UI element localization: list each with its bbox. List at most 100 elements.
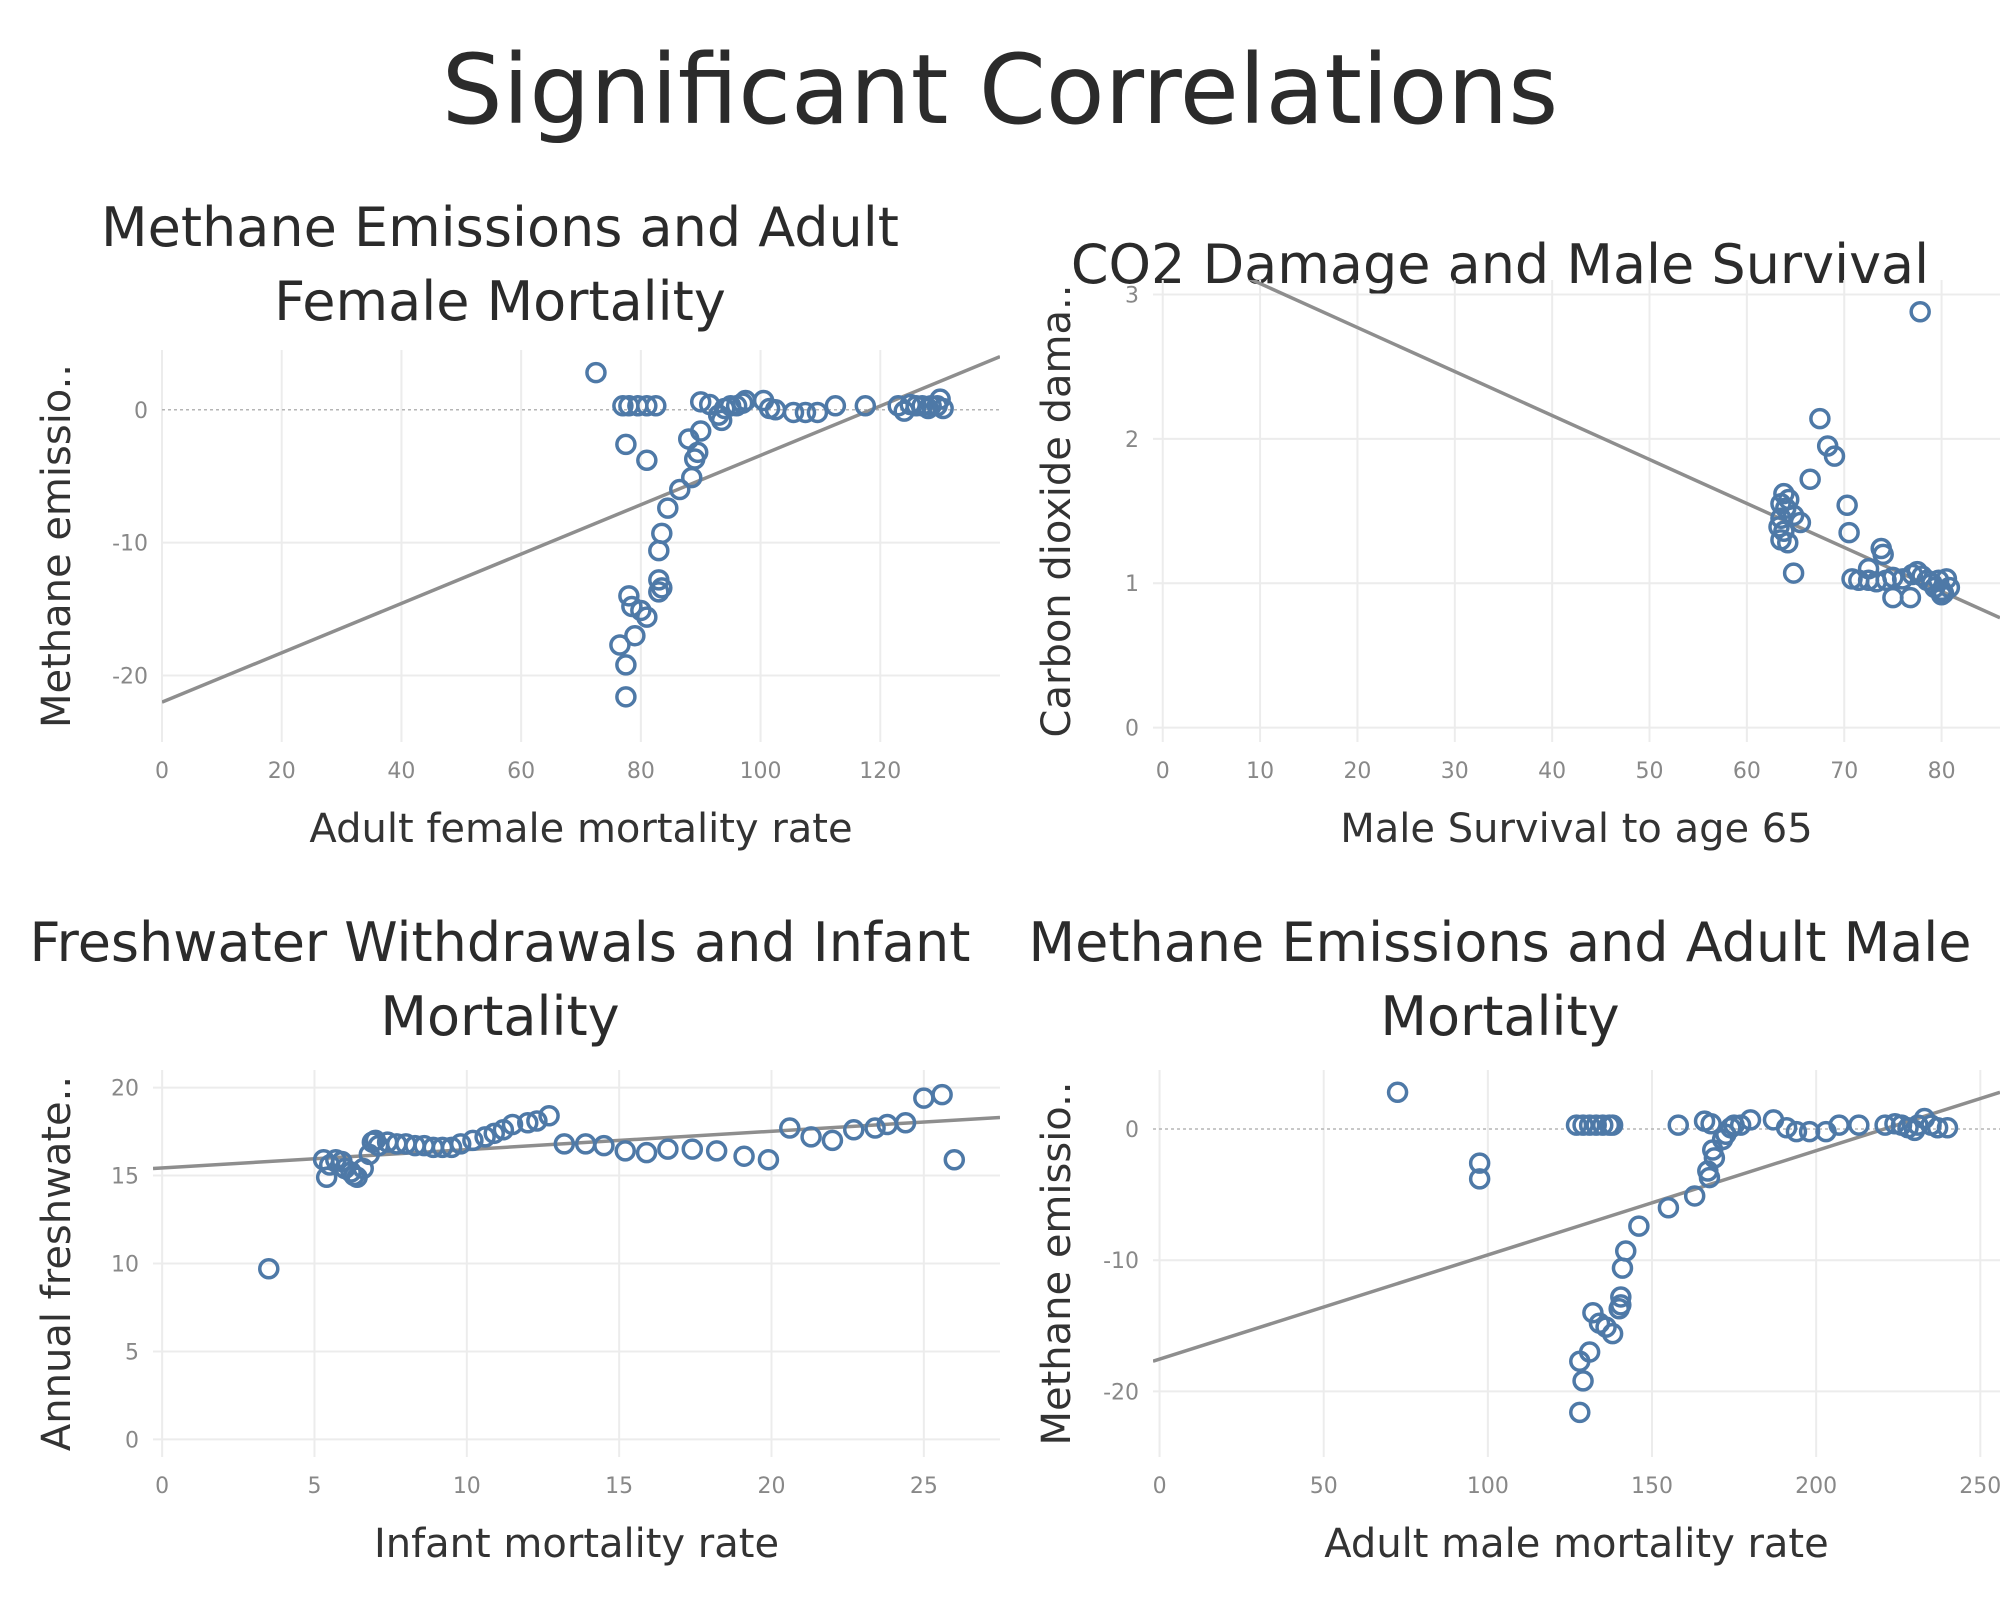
chart-title: CO2 Damage and Male Survival — [1070, 233, 1930, 296]
data-point — [1899, 586, 1922, 609]
x-axis-title: Adult male mortality rate — [1324, 1521, 1828, 1567]
data-point — [1936, 1116, 1959, 1139]
data-point — [680, 466, 703, 489]
data-point — [1700, 1113, 1722, 1135]
x-tick-label: 80 — [627, 759, 655, 784]
data-point — [651, 577, 673, 599]
y-axis-title: Carbon dioxide dama.. — [1034, 285, 1080, 738]
data-point — [1768, 516, 1790, 538]
data-point — [1770, 507, 1792, 529]
x-axis-title: Male Survival to age 65 — [1340, 806, 1812, 852]
y-tick-label: -20 — [1103, 1380, 1139, 1405]
data-point — [1720, 1116, 1742, 1139]
data-point — [648, 581, 670, 603]
data-point — [501, 1113, 524, 1136]
x-tick-label: 25 — [910, 1474, 938, 1499]
x-tick-label: 100 — [1467, 1474, 1509, 1499]
data-point — [794, 401, 817, 424]
data-point — [1838, 521, 1860, 544]
y-axis-title: Methane emissio.. — [34, 364, 80, 728]
x-tick-label: 5 — [307, 1474, 321, 1499]
data-point — [1909, 301, 1931, 323]
x-tick-label: 70 — [1830, 759, 1858, 784]
data-point — [651, 522, 673, 545]
data-point — [686, 441, 709, 464]
x-tick-label: 20 — [1343, 759, 1371, 784]
data-point — [800, 1126, 822, 1148]
x-tick-label: 0 — [1153, 1474, 1167, 1499]
data-point — [1930, 583, 1953, 606]
data-point — [1610, 1294, 1632, 1316]
x-tick-label: 10 — [1246, 759, 1274, 784]
data-point — [1789, 511, 1812, 534]
data-point — [705, 1140, 728, 1162]
scatter-plot: 0 10 20 30 40 50 60 70 80 0 1 2 3 Male Survival to ag… — [1034, 280, 2000, 852]
data-point — [1592, 1114, 1614, 1136]
data-point — [1777, 532, 1799, 554]
x-tick-label: 100 — [740, 759, 782, 784]
x-tick-label: 0 — [155, 759, 169, 784]
x-tick-label: 30 — [1441, 759, 1469, 784]
data-point — [731, 392, 754, 414]
y-tick-label: 0 — [125, 1428, 139, 1453]
data-point — [1799, 468, 1821, 490]
data-point — [636, 606, 658, 628]
data-point — [1610, 1286, 1632, 1308]
data-point — [1667, 1114, 1690, 1136]
data-point — [648, 539, 670, 562]
data-point — [1628, 1215, 1650, 1237]
data-point — [854, 395, 877, 417]
data-point — [526, 1110, 548, 1132]
x-tick-label: 60 — [507, 759, 535, 784]
data-point — [1611, 1257, 1634, 1279]
x-axis-title: Infant mortality rate — [374, 1521, 779, 1567]
data-point — [669, 478, 691, 501]
y-tick-label: 1 — [1125, 572, 1139, 597]
data-point — [864, 1117, 886, 1139]
y-tick-label: 20 — [111, 1077, 139, 1102]
data-point — [689, 420, 712, 442]
data-point — [1882, 566, 1904, 589]
data-point — [929, 388, 951, 410]
data-point — [1698, 1166, 1721, 1189]
chart-panel-methane-female: Methane Emissions and Adult Female Morta… — [0, 180, 1000, 900]
data-point — [1809, 407, 1831, 430]
data-point — [615, 433, 637, 456]
data-point — [1601, 1322, 1624, 1345]
data-point — [931, 1083, 953, 1106]
data-point — [340, 1161, 362, 1183]
data-point — [894, 1112, 917, 1134]
data-point — [1468, 1168, 1491, 1190]
x-tick-label: 0 — [155, 1474, 169, 1499]
y-tick-label: 0 — [134, 399, 148, 424]
chart-title: Freshwater Withdrawals and Infant Mortal… — [29, 911, 971, 1048]
data-point — [615, 654, 637, 676]
data-point — [1882, 586, 1904, 609]
data-point — [843, 1119, 865, 1141]
y-axis-title: Annual freshwate.. — [34, 1076, 80, 1451]
x-tick-label: 50 — [1310, 1474, 1338, 1499]
data-point — [1926, 1116, 1949, 1139]
data-point — [681, 1138, 704, 1160]
data-point — [1569, 1401, 1591, 1424]
trend-line — [1153, 1090, 2000, 1363]
data-point — [636, 395, 658, 417]
data-point — [932, 397, 954, 420]
x-tick-label: 80 — [1928, 759, 1956, 784]
data-point — [1582, 1301, 1604, 1324]
data-point — [645, 395, 667, 417]
data-point — [462, 1129, 484, 1152]
data-point — [1785, 1120, 1808, 1143]
y-tick-label: 0 — [1125, 717, 1139, 742]
data-point — [615, 686, 637, 708]
x-tick-label: 40 — [1538, 759, 1566, 784]
chart-panel-methane-male: Methane Emissions and Adult Male Mortali… — [1000, 895, 2000, 1615]
data-point — [517, 1112, 539, 1134]
chart-panel-freshwater-infant: Freshwater Withdrawals and Infant Mortal… — [0, 895, 1000, 1615]
chart-panel-co2-male-survival: CO2 Damage and Male Survival 0 10 20 30 40 50… — [1000, 180, 2000, 900]
data-point — [1836, 494, 1858, 516]
y-tick-label: -20 — [112, 665, 148, 690]
data-point — [585, 361, 607, 384]
y-tick-label: 10 — [111, 1253, 139, 1278]
x-tick-label: 200 — [1795, 1474, 1837, 1499]
